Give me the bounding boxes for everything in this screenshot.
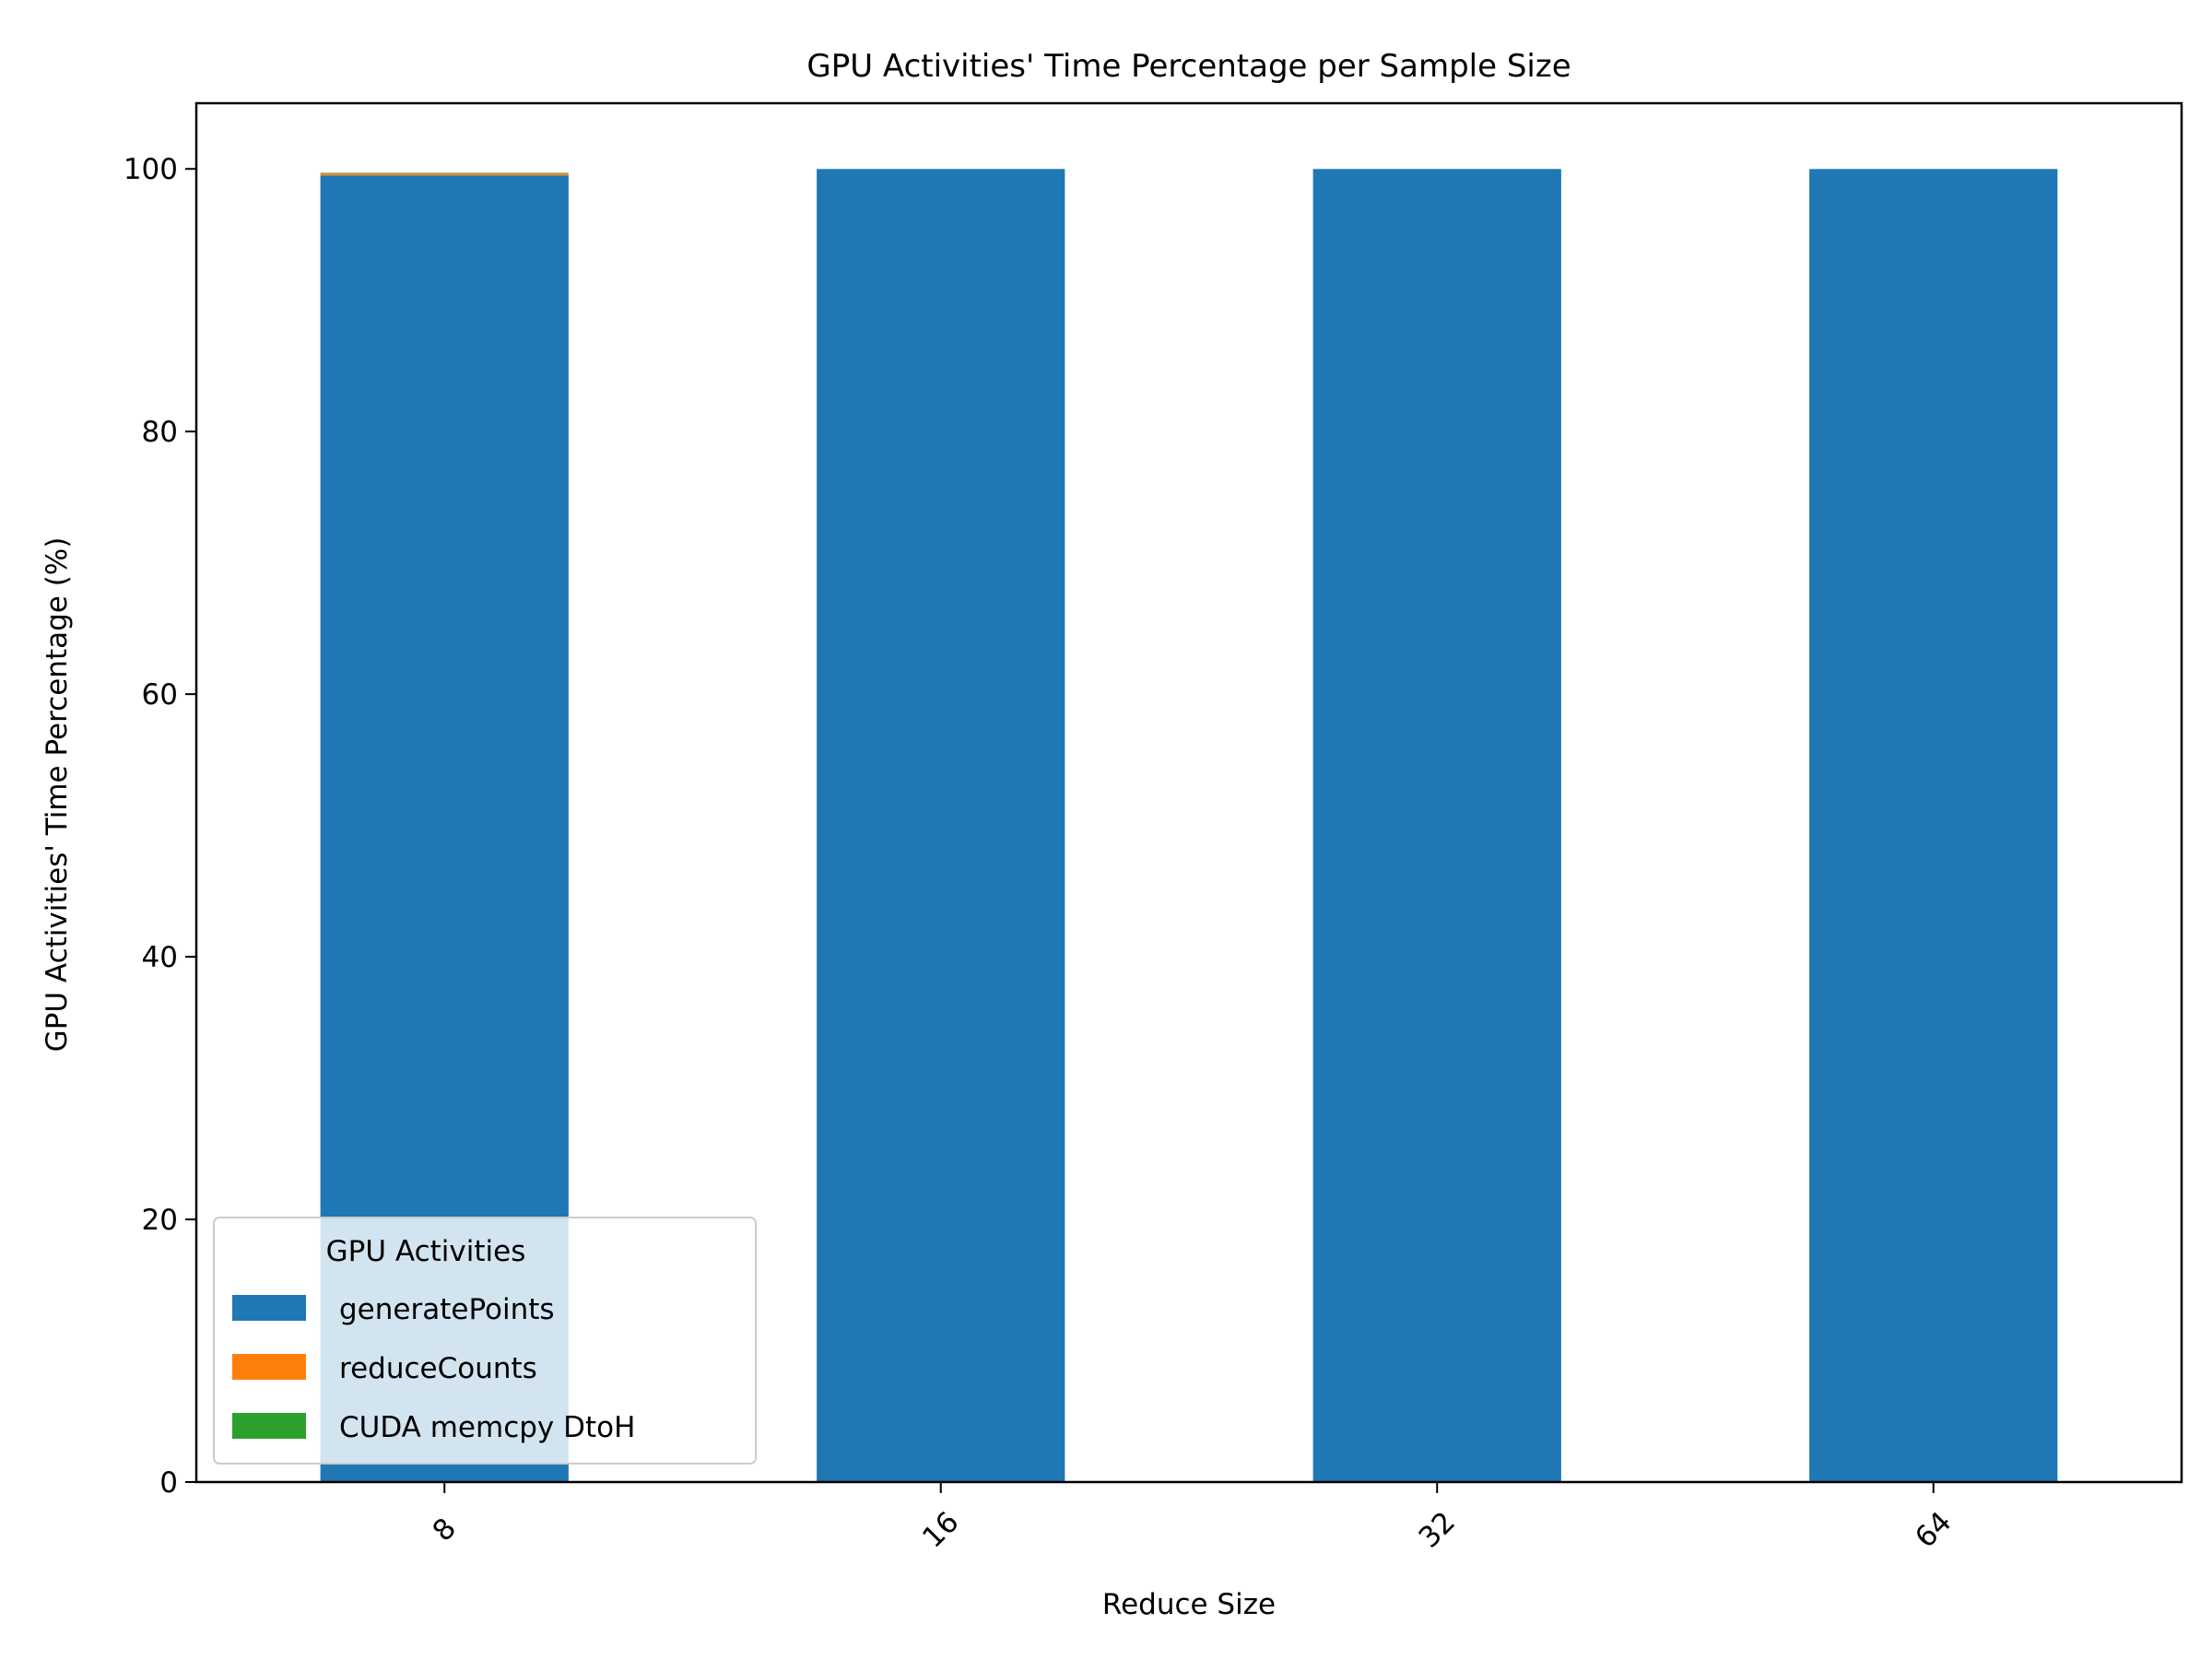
x-axis-label: Reduce Size [1102, 1588, 1276, 1621]
bar-generatepoints-16 [817, 169, 1065, 1482]
y-axis-label: GPU Activities' Time Percentage (%) [41, 537, 74, 1053]
bars-layer [320, 169, 2058, 1482]
bar-generatepoints-64 [1809, 169, 2058, 1482]
y-tick-label: 0 [159, 1466, 178, 1500]
legend-title: GPU Activities [326, 1235, 526, 1268]
y-tick-label: 20 [142, 1204, 178, 1237]
y-tick-label: 40 [142, 941, 178, 974]
bar-reducecounts-8 [320, 173, 569, 176]
x-tick-label: 8 [427, 1512, 463, 1547]
legend-swatch [232, 1413, 306, 1439]
legend-label: CUDA memcpy DtoH [339, 1411, 635, 1444]
bar-cuda-memcpy-dtoh-8 [320, 172, 569, 174]
legend-label: reduceCounts [339, 1352, 537, 1385]
chart-title: GPU Activities' Time Percentage per Samp… [806, 48, 1571, 85]
legend: GPU Activities generatePoints reduceCounts… [213, 1217, 757, 1465]
x-tick-label: 64 [1909, 1505, 1958, 1554]
bar-generatepoints-32 [1312, 169, 1561, 1482]
legend-swatch [232, 1354, 306, 1380]
plot-frame [194, 101, 2183, 1484]
y-tick-label: 60 [142, 678, 178, 712]
legend-label: generatePoints [339, 1293, 555, 1326]
legend-swatch [232, 1295, 306, 1321]
y-tick-label: 80 [142, 416, 178, 449]
x-tick-label: 32 [1413, 1505, 1462, 1554]
y-tick-label: 100 [124, 153, 178, 186]
legend-box [213, 1217, 757, 1465]
x-tick-label: 16 [916, 1505, 965, 1554]
